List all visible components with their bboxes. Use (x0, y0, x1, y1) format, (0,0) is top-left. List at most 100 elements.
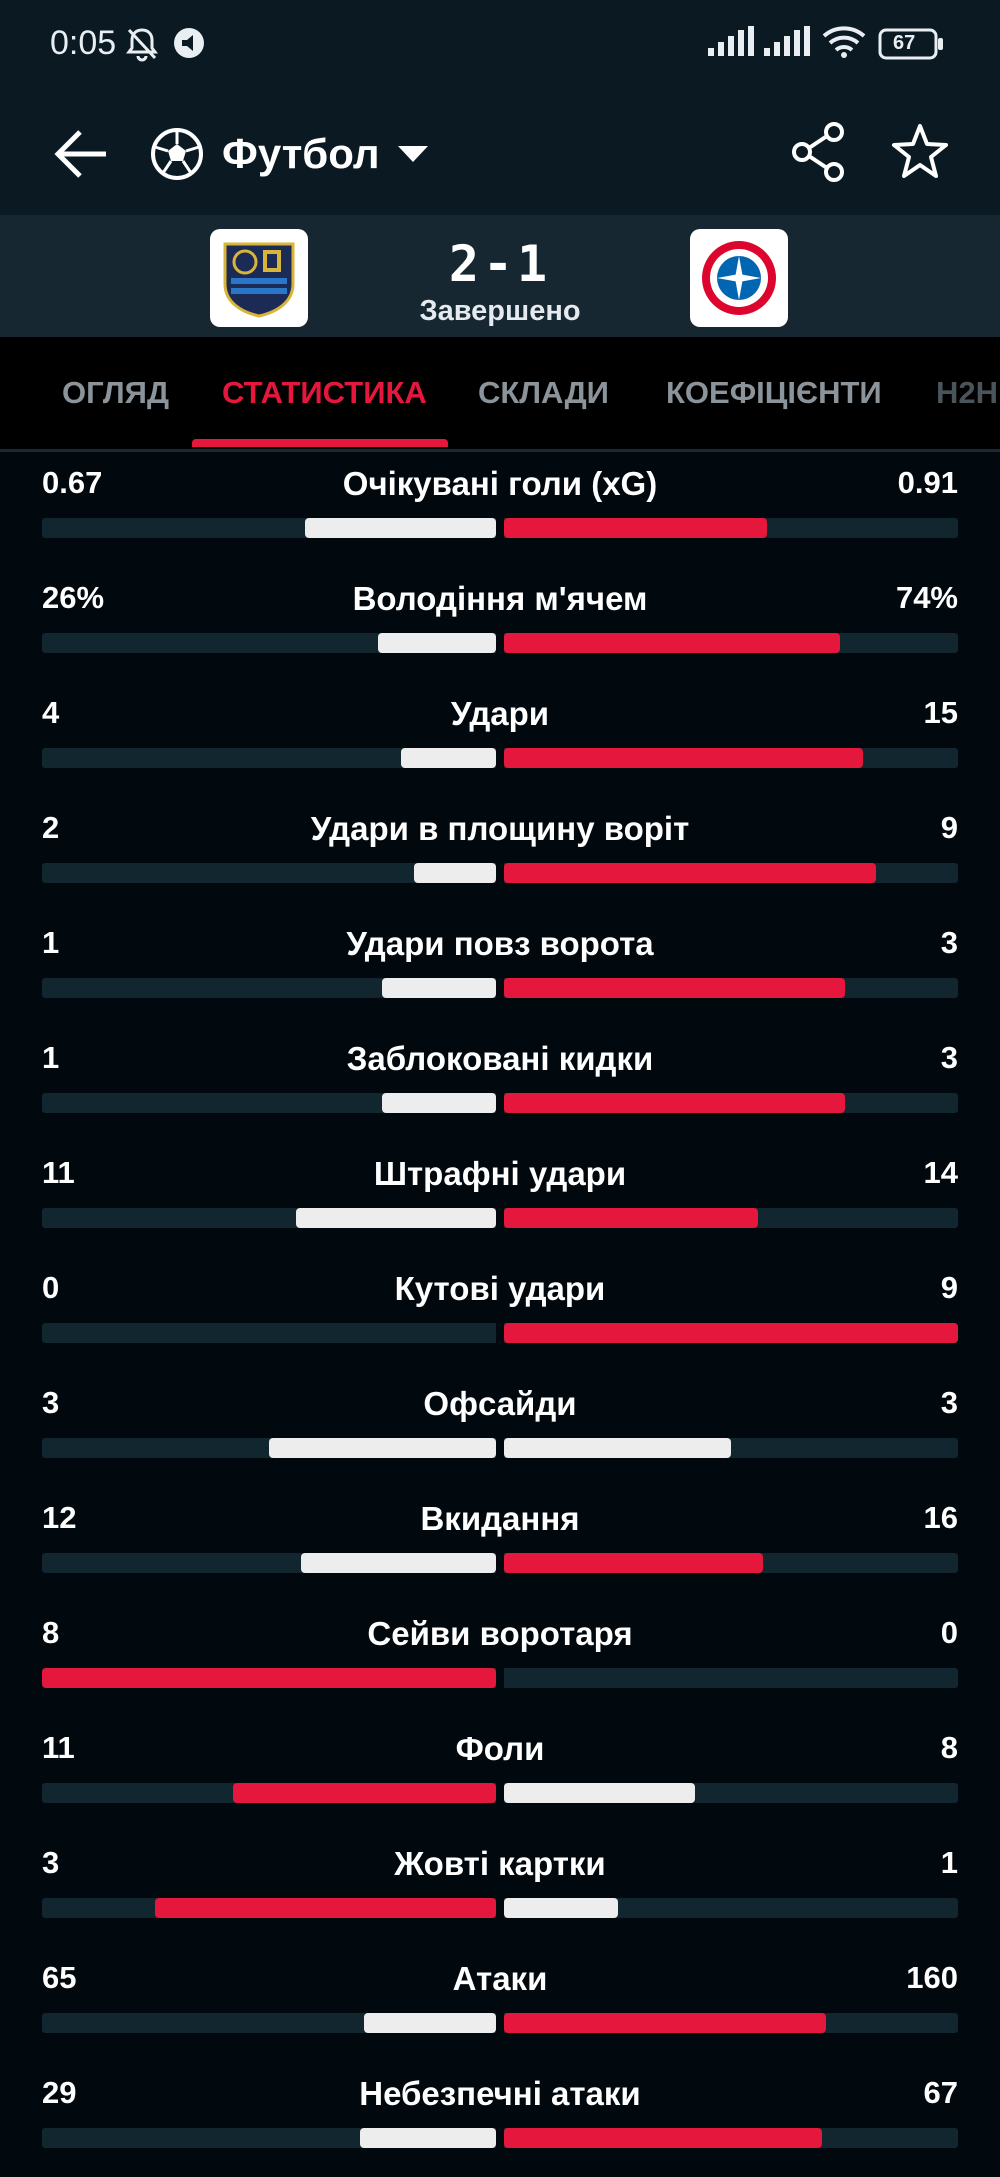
stat-away-value: 15 (923, 695, 958, 730)
stat-away-track (504, 978, 958, 998)
signal-icon (708, 26, 754, 61)
soccer-ball-icon (151, 128, 203, 180)
stat-away-bar (504, 1783, 695, 1803)
stat-home-value: 2 (42, 810, 60, 845)
stat-row: 0.67 Очікувані голи (xG) 0.91 (0, 452, 1000, 567)
stat-home-bar (364, 2013, 496, 2033)
stat-away-track (504, 1438, 958, 1458)
stat-home-value: 11 (42, 1155, 75, 1190)
sport-selector[interactable]: Футбол (150, 116, 428, 192)
tab-h2h[interactable]: H2H (936, 375, 999, 410)
stat-home-bar (305, 518, 496, 538)
stat-home-value: 0 (42, 1270, 60, 1305)
stat-home-bar (360, 2128, 496, 2148)
stat-home-bar (155, 1898, 496, 1918)
stat-name: Вкидання (420, 1500, 580, 1537)
stat-home-value: 4 (42, 695, 60, 730)
stat-away-value: 1 (940, 1845, 958, 1880)
stat-away-track (504, 863, 958, 883)
signal-icon-2 (764, 26, 810, 61)
stat-home-bar (414, 863, 496, 883)
stat-name: Офсайди (423, 1385, 577, 1422)
stat-home-track (42, 633, 496, 653)
stat-away-value: 8 (940, 1730, 958, 1765)
stat-home-value: 11 (42, 1730, 75, 1765)
stat-home-value: 1 (42, 925, 60, 960)
stat-home-track (42, 748, 496, 768)
stat-home-bar (269, 1438, 496, 1458)
stat-away-bar (504, 518, 767, 538)
stat-away-bar (504, 1898, 618, 1918)
stat-home-value: 3 (42, 1385, 60, 1420)
stat-home-track (42, 1438, 496, 1458)
stat-home-track (42, 1783, 496, 1803)
stat-home-value: 12 (42, 1500, 77, 1535)
scoreboard: 2-1 Завершено (0, 215, 1000, 337)
stat-away-value: 14 (923, 1155, 958, 1190)
home-team-logo[interactable] (210, 229, 308, 327)
stat-home-bar (42, 1668, 496, 1688)
match-status: Завершено (419, 295, 581, 327)
tab-odds[interactable]: КОЕФІЦІЄНТИ (666, 375, 882, 410)
battery-level: 67 (893, 32, 916, 54)
stat-home-bar (401, 748, 496, 768)
back-button[interactable] (50, 122, 114, 186)
stat-away-track (504, 518, 958, 538)
stat-away-track (504, 1668, 958, 1688)
stat-away-value: 67 (923, 2075, 958, 2110)
favorite-button[interactable] (890, 120, 950, 184)
stat-home-track (42, 1208, 496, 1228)
stat-away-track (504, 2013, 958, 2033)
stat-row: 3 Офсайди 3 (0, 1372, 1000, 1487)
away-team-logo[interactable] (690, 229, 788, 327)
stat-home-track (42, 2013, 496, 2033)
stat-away-track (504, 748, 958, 768)
stat-home-value: 8 (42, 1615, 60, 1650)
active-tab-indicator (192, 439, 448, 447)
chevron-down-icon (397, 146, 428, 162)
stat-name: Сейви воротаря (367, 1615, 633, 1652)
stat-home-value: 3 (42, 1845, 60, 1880)
stat-away-bar (504, 748, 863, 768)
stat-away-value: 9 (940, 1270, 958, 1305)
stat-away-track (504, 1093, 958, 1113)
stat-away-track (504, 1783, 958, 1803)
stat-name: Заблоковані кидки (346, 1040, 654, 1077)
stat-name: Атаки (452, 1960, 548, 1997)
tab-lineups[interactable]: СКЛАДИ (478, 375, 609, 410)
stat-away-track (504, 2128, 958, 2148)
stat-away-bar (504, 1553, 763, 1573)
stat-away-track (504, 633, 958, 653)
stat-home-track (42, 1093, 496, 1113)
stat-home-value: 1 (42, 1040, 60, 1075)
stat-row: 0 Кутові удари 9 (0, 1257, 1000, 1372)
tab-statistics[interactable]: СТАТИСТИКА (222, 375, 427, 410)
arrow-left-icon (54, 130, 106, 178)
stat-row: 29 Небезпечні атаки 67 (0, 2062, 1000, 2177)
stat-away-bar (504, 2128, 822, 2148)
stat-away-value: 16 (923, 1500, 958, 1535)
stat-name: Володіння м'ячем (352, 580, 648, 617)
wifi-icon (822, 26, 866, 63)
stat-home-bar (382, 978, 496, 998)
stat-away-value: 0.91 (897, 465, 958, 500)
stat-name: Жовті картки (394, 1845, 606, 1882)
stat-home-track (42, 863, 496, 883)
share-button[interactable] (790, 120, 846, 184)
stat-away-bar (504, 633, 840, 653)
away-crest-icon (702, 241, 776, 315)
stat-row: 2 Удари в площину воріт 9 (0, 797, 1000, 912)
stat-away-value: 0 (940, 1615, 958, 1650)
tab-divider (0, 449, 1000, 452)
stat-home-value: 65 (42, 1960, 77, 1995)
stat-away-bar (504, 1093, 845, 1113)
stat-home-bar (296, 1208, 496, 1228)
stat-row: 3 Жовті картки 1 (0, 1832, 1000, 1947)
stat-row: 4 Удари 15 (0, 682, 1000, 797)
stat-away-bar (504, 1323, 958, 1343)
app-header: Футбол (0, 90, 1000, 215)
tab-overview[interactable]: ОГЛЯД (62, 375, 170, 410)
stats-list: 0.67 Очікувані голи (xG) 0.91 26% Володіння … (0, 452, 1000, 2177)
stat-away-bar (504, 1208, 758, 1228)
stat-away-value: 3 (940, 1385, 958, 1420)
